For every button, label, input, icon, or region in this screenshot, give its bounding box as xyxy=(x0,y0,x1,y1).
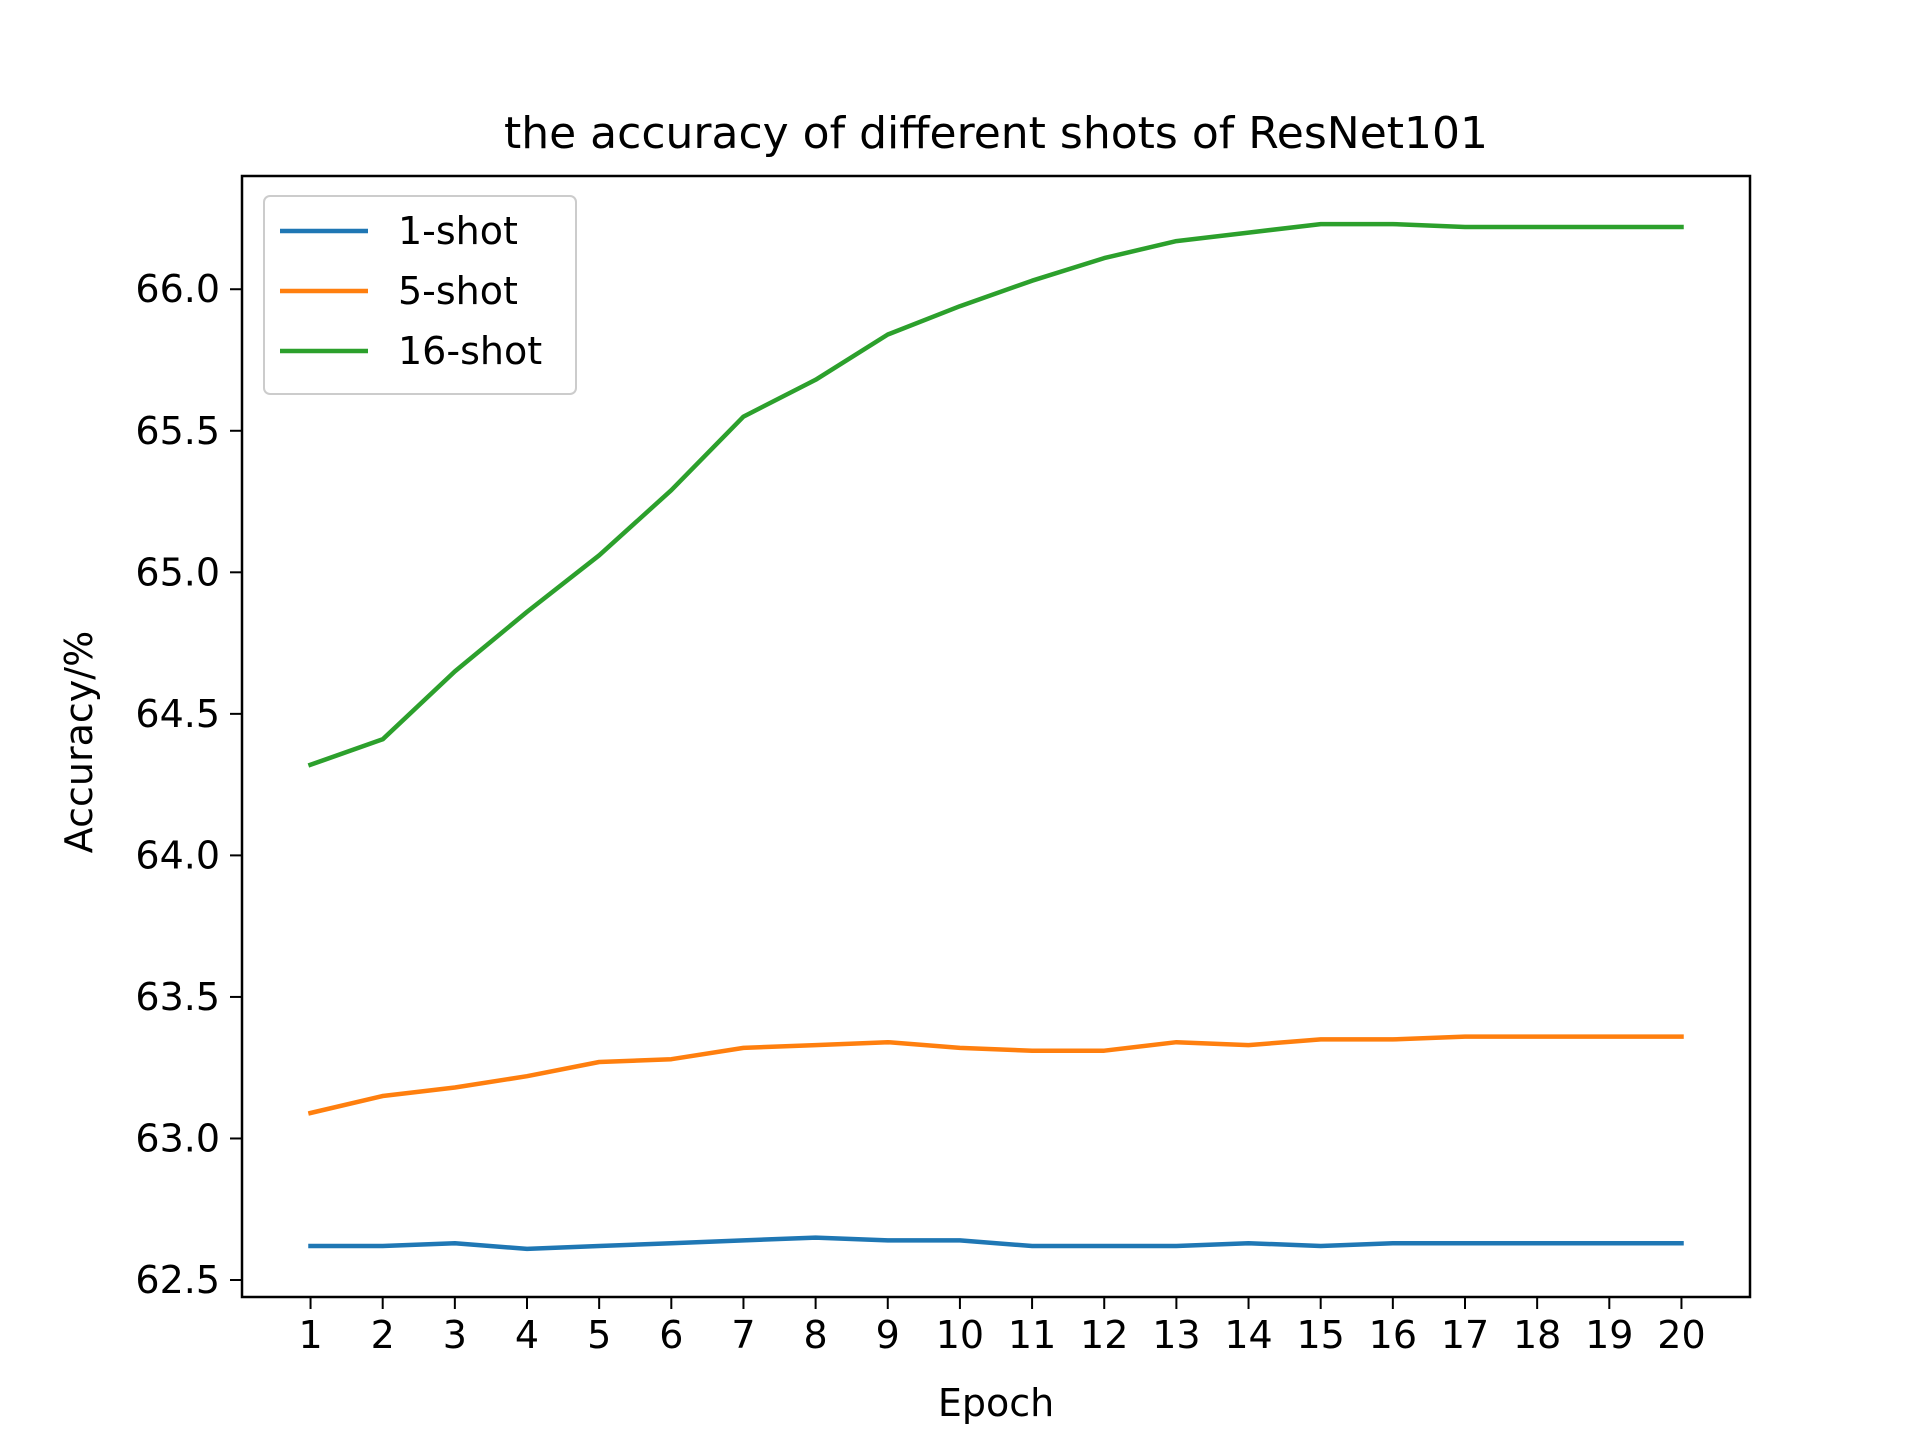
x-tick-label: 11 xyxy=(1008,1313,1056,1357)
x-tick-label: 9 xyxy=(876,1313,900,1357)
x-axis: 1 2 3 4 5 6 7 8 9 10 11 12 13 14 15 16 17 18 19 20 xyxy=(298,1297,1706,1357)
x-tick-label: 10 xyxy=(936,1313,984,1357)
plot-area-frame xyxy=(240,174,1752,1299)
y-tick-label: 63.5 xyxy=(135,975,220,1019)
x-tick-label: 7 xyxy=(731,1313,755,1357)
series-line-1-shot xyxy=(308,1235,1684,1252)
x-tick-label: 6 xyxy=(659,1313,683,1357)
legend-label: 16-shot xyxy=(398,329,542,373)
x-tick-label: 8 xyxy=(804,1313,828,1357)
y-tick-label: 63.0 xyxy=(135,1116,220,1160)
y-tick-label: 64.0 xyxy=(135,833,220,877)
chart-title: the accuracy of different shots of ResNe… xyxy=(504,108,1488,159)
x-tick-label: 19 xyxy=(1585,1313,1633,1357)
legend-label: 5-shot xyxy=(398,269,518,313)
x-tick-label: 14 xyxy=(1224,1313,1272,1357)
x-axis-label: Epoch xyxy=(938,1381,1054,1425)
x-tick-label: 20 xyxy=(1657,1313,1705,1357)
y-tick-label: 65.5 xyxy=(135,409,220,453)
y-axis: 62.5 63.0 63.5 64.0 64.5 65.0 65.5 66.0 xyxy=(135,267,242,1302)
x-tick-label: 5 xyxy=(587,1313,611,1357)
y-axis-label: Accuracy/% xyxy=(57,631,101,853)
legend-box xyxy=(263,195,577,395)
series-line-16-shot xyxy=(307,221,1684,768)
x-tick-label: 4 xyxy=(515,1313,539,1357)
y-tick-label: 65.0 xyxy=(135,550,220,594)
x-tick-label: 1 xyxy=(298,1313,322,1357)
legend-label: 1-shot xyxy=(398,209,518,253)
x-tick-label: 15 xyxy=(1297,1313,1345,1357)
x-tick-label: 16 xyxy=(1369,1313,1417,1357)
y-tick-label: 64.5 xyxy=(135,692,220,736)
legend: 1-shot 5-shot 16-shot xyxy=(263,195,577,395)
y-tick-label: 62.5 xyxy=(135,1258,220,1302)
x-tick-label: 2 xyxy=(371,1313,395,1357)
series-layer xyxy=(307,221,1684,1252)
x-tick-label: 18 xyxy=(1513,1313,1561,1357)
y-tick-label: 66.0 xyxy=(135,267,220,311)
x-tick-label: 17 xyxy=(1441,1313,1489,1357)
x-tick-label: 13 xyxy=(1152,1313,1200,1357)
x-tick-label: 3 xyxy=(443,1313,467,1357)
series-line-5-shot xyxy=(307,1034,1684,1116)
x-tick-label: 12 xyxy=(1080,1313,1128,1357)
